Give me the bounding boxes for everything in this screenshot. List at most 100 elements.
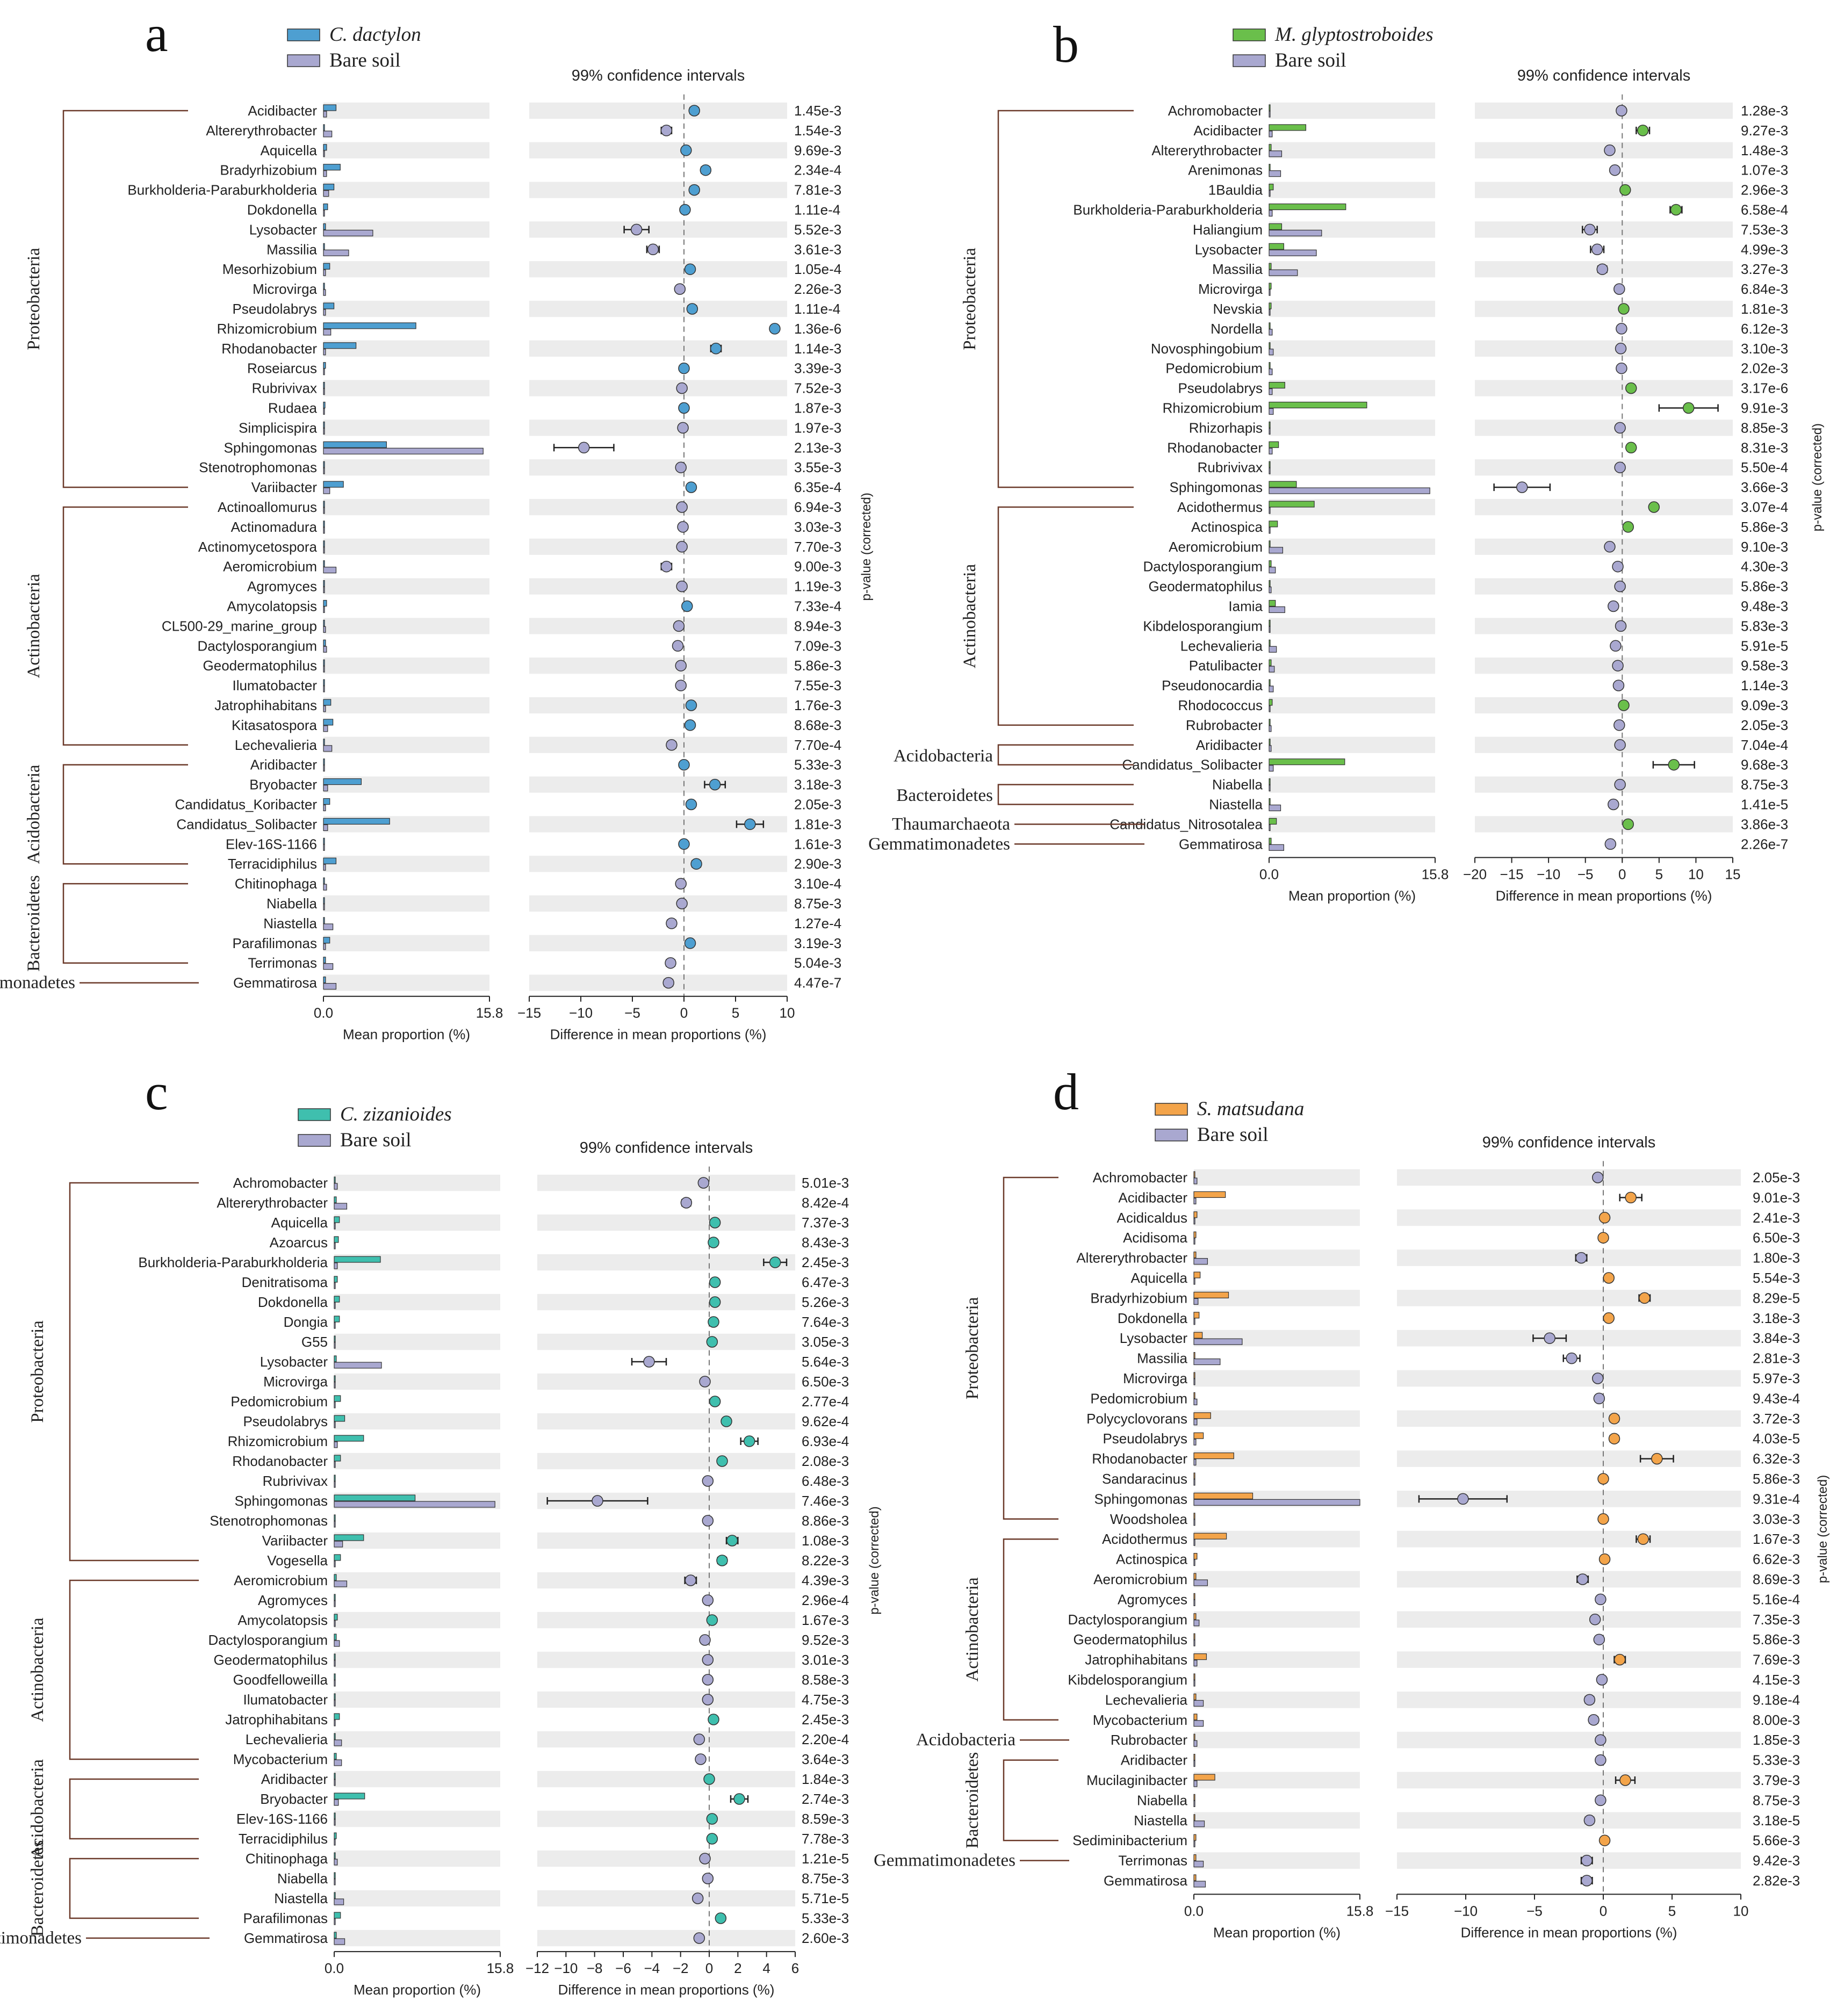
genus-label: Geodermatophilus <box>214 1652 328 1668</box>
phylum-label: Thaumarchaeota <box>892 814 1010 834</box>
bar-bare <box>334 1481 336 1488</box>
p-value: 5.33e-3 <box>802 1910 849 1926</box>
phylum-bracket <box>62 764 188 865</box>
diff-point <box>675 461 687 473</box>
row-band <box>1397 1410 1741 1427</box>
p-value: 2.41e-3 <box>1753 1210 1800 1226</box>
bar-plant <box>1269 342 1271 349</box>
p-value: 5.01e-3 <box>802 1175 849 1191</box>
row-band <box>1475 657 1733 674</box>
p-value: 9.62e-4 <box>802 1413 849 1429</box>
bar-plant <box>1193 1211 1198 1218</box>
bar-plant <box>334 1554 341 1561</box>
row-band <box>1269 459 1435 476</box>
bar-plant <box>1193 1553 1198 1560</box>
p-value: 3.72e-3 <box>1753 1411 1800 1427</box>
bar-plant <box>323 599 327 607</box>
phylum-bracket <box>1003 1759 1058 1841</box>
diff-point <box>684 719 696 731</box>
row-band <box>323 895 489 912</box>
phylum-label: Actinobacteria <box>960 563 979 668</box>
row-band <box>1194 1651 1360 1668</box>
bar-bare <box>1193 1599 1195 1606</box>
bar-bare <box>323 606 325 613</box>
legend-label-bare: Bare soil <box>340 1129 412 1151</box>
bar-plant <box>334 1594 336 1601</box>
genus-label: Vogesella <box>267 1552 328 1569</box>
diff-point <box>1583 1815 1596 1826</box>
bar-bare <box>1193 1840 1195 1847</box>
row-band <box>529 102 787 119</box>
bar-bare <box>323 527 325 534</box>
genus-label: Rubrivivax <box>252 380 317 396</box>
bar-plant <box>334 1653 336 1660</box>
genus-label: Niabella <box>277 1870 328 1887</box>
bar-bare <box>1269 725 1272 732</box>
genus-label: Ilumatobacter <box>232 677 317 693</box>
p-value: 9.91e-3 <box>1741 400 1788 416</box>
p-value: 3.18e-5 <box>1753 1812 1800 1829</box>
bar-bare <box>334 1759 342 1766</box>
row-band <box>537 1254 795 1271</box>
row-band <box>529 895 787 912</box>
row-band <box>537 1333 795 1350</box>
bar-bare <box>1193 1419 1198 1426</box>
bar-plant <box>323 897 325 904</box>
diff-point <box>684 263 696 275</box>
bar-bare <box>334 1918 336 1925</box>
genus-label: Gemmatirosa <box>1104 1873 1188 1889</box>
genus-label: Acidisoma <box>1123 1230 1187 1246</box>
p-value: 8.85e-3 <box>1741 420 1788 436</box>
row-band <box>323 380 489 396</box>
p-value: 1.81e-3 <box>1741 301 1788 317</box>
diff-point <box>1597 1473 1609 1485</box>
p-value: 5.33e-3 <box>1753 1752 1800 1768</box>
genus-label: Chitinophaga <box>246 1851 328 1867</box>
p-value: 1.05e-4 <box>794 261 841 277</box>
legend-swatch-plant <box>298 1108 331 1121</box>
bar-bare <box>1193 1579 1208 1586</box>
bar-plant <box>1269 521 1278 528</box>
diff-point <box>630 223 643 236</box>
bar-plant <box>1193 1492 1254 1499</box>
genus-label: Achromobacter <box>1093 1169 1188 1186</box>
diff-point <box>1616 105 1627 117</box>
bar-bare <box>1269 666 1275 673</box>
bar-plant <box>1269 104 1271 111</box>
p-value: 3.27e-3 <box>1741 261 1788 277</box>
p-value: 4.99e-3 <box>1741 241 1788 257</box>
bar-bare <box>334 1580 348 1587</box>
p-value: 3.18e-3 <box>794 777 841 793</box>
diff-point <box>643 1356 655 1368</box>
row-band <box>334 1572 500 1589</box>
genus-label: Niastella <box>263 915 317 931</box>
bar-bare <box>1269 804 1281 812</box>
bar-bare <box>1193 1197 1197 1204</box>
bar-bare <box>1193 1519 1195 1526</box>
bar-bare <box>334 1938 345 1945</box>
row-band <box>323 300 489 317</box>
bar-bare <box>1269 309 1271 316</box>
genus-label: Haliangium <box>1193 221 1263 237</box>
diff-point <box>1613 1653 1626 1666</box>
row-band <box>529 420 787 436</box>
bar-plant <box>334 1415 345 1422</box>
bar-plant <box>1193 1372 1195 1379</box>
diff-point <box>1648 501 1660 513</box>
bar-bare <box>323 725 328 732</box>
bar-plant <box>1193 1231 1197 1238</box>
bar-plant <box>323 719 334 726</box>
genus-label: Niabella <box>266 895 317 912</box>
row-band <box>323 618 489 634</box>
diff-point <box>1596 263 1609 275</box>
diff-point <box>702 1475 714 1487</box>
row-band <box>323 935 489 951</box>
diff-point <box>1622 521 1634 533</box>
genus-label: Pseudonocardia <box>1162 677 1263 693</box>
bar-bare <box>323 349 326 356</box>
genus-label: Gemmatirosa <box>244 1930 328 1946</box>
bar-plant <box>323 322 416 329</box>
row-band <box>529 697 787 714</box>
diff-point <box>710 343 722 355</box>
p-value: 5.91e-5 <box>1741 638 1788 654</box>
